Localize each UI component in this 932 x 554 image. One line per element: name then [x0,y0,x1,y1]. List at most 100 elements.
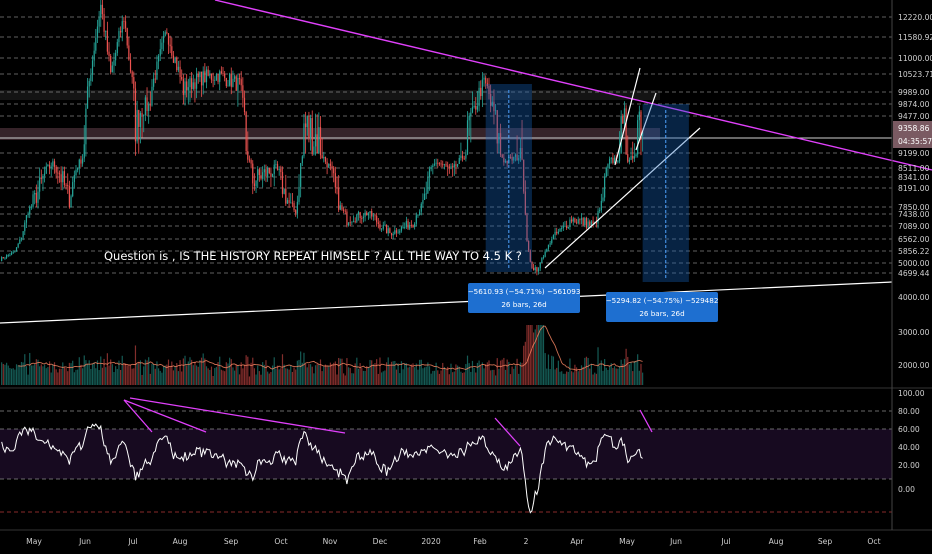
candle-body [55,166,57,173]
candle-body [75,170,77,176]
candle [334,166,336,194]
candle-body [592,221,594,224]
candle-body [574,218,576,223]
volume-bar [98,370,100,385]
candle [204,63,206,83]
candle-body [366,212,368,216]
candle-body [141,113,143,116]
candle-body [519,147,521,159]
candle-body [575,222,578,224]
volume-bar [144,359,146,385]
candle-body [328,163,330,168]
candle [293,200,295,213]
candle-body [346,211,348,226]
candle-body [85,108,87,145]
candle [496,110,498,154]
volume-bar [14,369,16,385]
candle-body [361,217,363,219]
candle-body [433,163,436,166]
candle [235,74,237,91]
candle-body [255,180,257,187]
candle [395,228,398,237]
volume-bar [39,366,41,385]
candle-body [209,73,211,76]
candle-body [233,76,236,79]
candle [387,225,389,237]
candle [532,263,535,271]
volume-bar [485,364,487,385]
rsi-line [1,423,643,514]
candle [481,72,483,108]
volume-bar [215,366,218,385]
candle-body [200,71,203,86]
candle-body [622,115,624,124]
volume-bar [513,368,515,385]
candle-body [58,173,61,175]
rising-support-line [544,127,701,269]
candle-body [537,268,540,272]
volume-bar [15,364,18,385]
candle-body [17,243,19,248]
volume-bar [392,361,394,385]
volume-bar [405,363,407,385]
candle [318,112,320,154]
volume-bar [222,370,224,385]
volume-bar [410,364,412,385]
candle-body [432,165,434,168]
volume-bar [627,356,629,385]
candle-body [313,146,315,155]
candle [192,74,194,91]
volume-bar [248,376,251,385]
candle-body [499,133,502,155]
volume-bar [156,361,158,385]
volume-bar [415,363,417,385]
candle-body [556,231,558,234]
candle [457,163,459,168]
candle [511,153,513,165]
volume-bar [402,369,404,385]
rsi-tick-label: 80.00 [898,407,920,416]
candle-body [202,71,204,86]
candle-body [511,156,513,161]
candle-body [65,184,67,186]
candle-body [531,261,533,268]
candle-body [367,213,369,216]
trendlines [0,0,932,324]
candle-body [470,112,472,116]
candle [488,77,490,100]
volume-bar [25,366,28,385]
candle [202,66,204,95]
candle [227,80,229,87]
volume-bar [537,325,540,385]
candle [159,39,161,61]
candle [622,113,624,124]
candle-body [516,154,518,161]
candle-body [45,166,47,174]
volume-bar [273,357,275,385]
candle-body [461,155,464,159]
candle [301,155,303,167]
descending-trendline [214,0,932,171]
candle [184,77,186,106]
candle-body [559,228,561,232]
candle-body [453,164,455,168]
candle [554,227,556,239]
candle-body [115,52,117,61]
volume-bar [22,362,24,385]
candle [128,36,130,61]
candle-body [311,118,313,155]
candle-body [25,215,28,223]
volume-bar [100,356,102,385]
candle [48,161,51,175]
candle [430,165,432,172]
candle-body [371,211,373,217]
volume-bar [493,369,495,385]
volume-bar [580,365,583,385]
candle [222,66,224,77]
candle [468,112,470,136]
candle-body [6,255,8,258]
candle-body [547,244,550,249]
candle [291,192,294,208]
